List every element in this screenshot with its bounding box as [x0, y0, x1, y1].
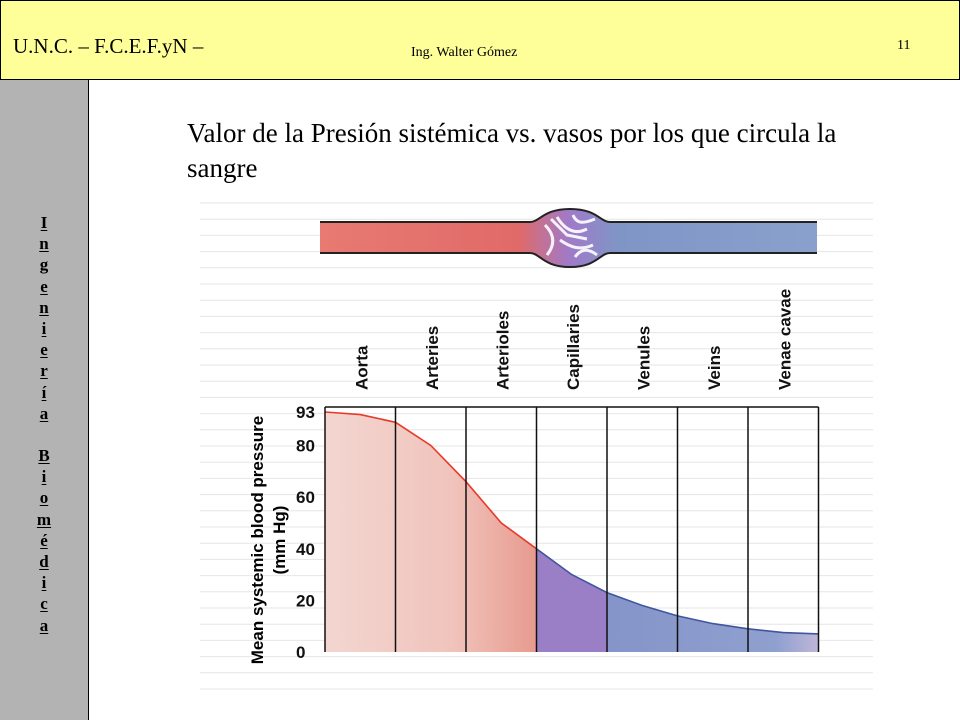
y-tick-label: 20 — [296, 591, 315, 610]
curve-arterial — [324, 411, 537, 550]
category-label: Arterioles — [493, 311, 512, 390]
y-tick-labels: 0 20 40 60 80 93 — [296, 403, 315, 662]
y-tick-label: 0 — [296, 643, 305, 662]
vertical-letter: o — [39, 488, 49, 508]
category-label: Veins — [705, 346, 724, 390]
page-number: 11 — [897, 38, 911, 53]
vertical-letter: n — [39, 234, 49, 254]
chart-area — [324, 406, 820, 652]
y-tick-label: 60 — [296, 488, 315, 507]
vertical-letter: r — [40, 361, 48, 381]
vertical-letter: I — [40, 213, 48, 232]
vertical-letter — [42, 424, 46, 445]
author-label: Ing. Walter Gómez — [411, 45, 518, 60]
category-label: Venae cavae — [775, 289, 794, 390]
vertical-letter: a — [39, 615, 49, 635]
vertical-letter: g — [39, 255, 49, 275]
category-labels: Aorta Arteries Arterioles Capillaries Venule… — [352, 289, 794, 390]
blood-pressure-figure: Aorta Arteries Arterioles Capillaries Venule… — [200, 202, 873, 690]
slide-header: U.N.C. – F.C.E.F.yN – Ing. Walter Gómez … — [0, 0, 960, 80]
area-venous — [607, 592, 819, 652]
y-axis-unit: (mm Hg) — [270, 506, 289, 575]
institution-label: U.N.C. – F.C.E.F.yN – — [13, 34, 204, 58]
category-label: Aorta — [352, 345, 371, 390]
vertical-letter: m — [36, 509, 52, 529]
vertical-letter: B — [38, 446, 50, 466]
vertical-letter: a — [39, 403, 49, 423]
vertical-letter: i — [41, 573, 47, 593]
y-tick-label: 40 — [296, 540, 315, 559]
vertical-letter: e — [40, 276, 48, 296]
category-label: Capillaries — [564, 304, 583, 390]
vertical-letter: c — [40, 594, 48, 614]
vertical-letter: d — [39, 552, 49, 571]
slide-title: Valor de la Presión sistémica vs. vasos … — [187, 118, 837, 183]
vertical-letter: i — [41, 467, 47, 487]
vertical-letter: i — [41, 318, 47, 338]
category-label: Arteries — [423, 326, 442, 390]
area-capillary — [536, 548, 607, 652]
vertical-letter: é — [40, 530, 48, 550]
y-axis-label: Mean systemic blood pressure — [248, 416, 267, 664]
vertical-letter: n — [39, 297, 49, 317]
category-label: Venules — [634, 326, 653, 390]
y-tick-label: 80 — [296, 437, 315, 456]
y-tick-label: 93 — [296, 403, 315, 422]
vertical-letter: e — [40, 340, 48, 360]
vessel-illustration — [320, 207, 817, 269]
area-arterial — [325, 412, 537, 652]
vertical-letter: í — [41, 382, 47, 402]
